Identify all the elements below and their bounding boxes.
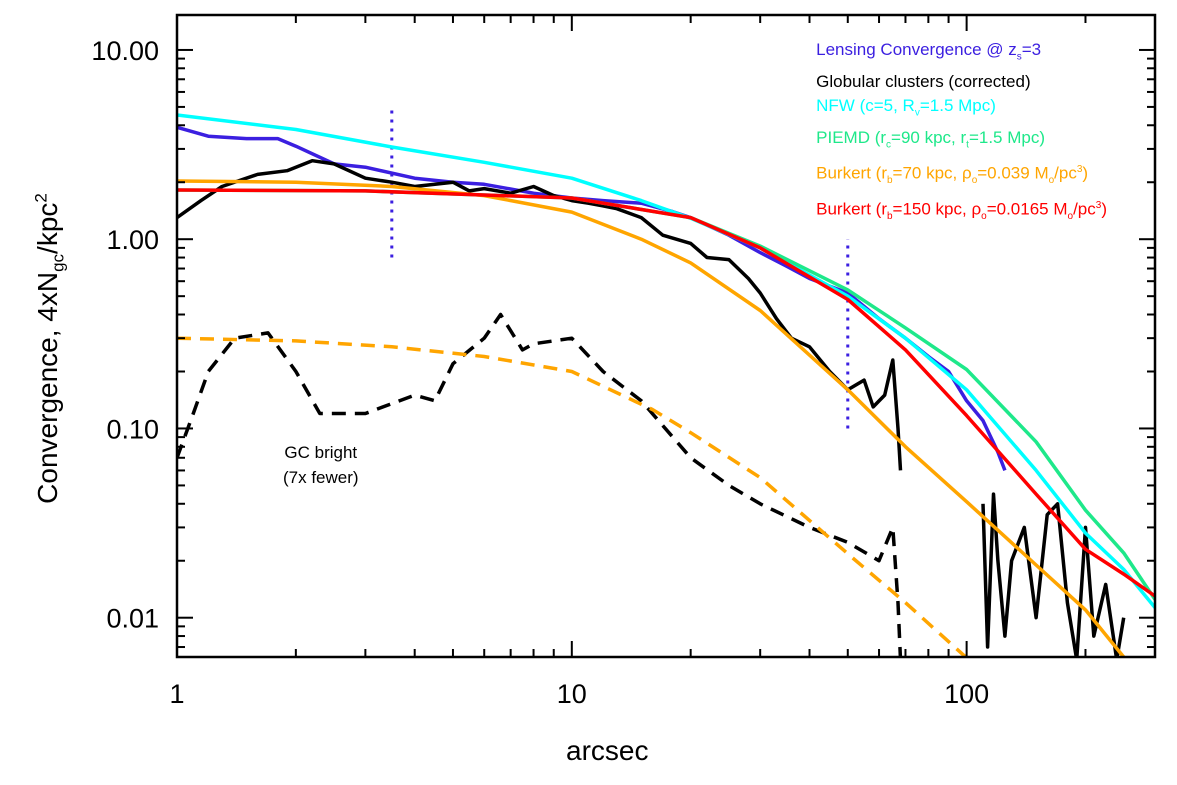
label-part: b bbox=[886, 210, 893, 222]
x-tick-label: 100 bbox=[944, 679, 989, 709]
label-part: NFW (c=5, R bbox=[816, 96, 915, 116]
legend-entry-2: NFW (c=5, Rv=1.5 Mpc) bbox=[816, 94, 1107, 126]
label-part: 2 bbox=[31, 193, 51, 203]
label-part: Burkert (r bbox=[816, 199, 887, 219]
label-part: =0.0165 M bbox=[986, 199, 1068, 219]
label-part: /kpc bbox=[31, 202, 63, 254]
label-part: 3 bbox=[1095, 199, 1102, 211]
series-line-6 bbox=[177, 312, 903, 657]
label-part: =150 kpc, ρ bbox=[892, 199, 982, 219]
label-part: o bbox=[1067, 210, 1074, 222]
label-part: o bbox=[1048, 175, 1055, 187]
legend: Lensing Convergence @ zs=3 Globular clust… bbox=[816, 38, 1107, 229]
label-part: 3 bbox=[1076, 164, 1083, 176]
annotation-gc-bright: GC bright (7x fewer) bbox=[283, 440, 359, 490]
label-part: /pc bbox=[1054, 163, 1077, 183]
x-tick-label: 1 bbox=[169, 679, 184, 709]
annotation-line-1: GC bright bbox=[284, 443, 358, 462]
label-part: =70 kpc, ρ bbox=[892, 163, 972, 183]
label-part: ) bbox=[1082, 163, 1089, 183]
label-part: =0.039 M bbox=[977, 163, 1049, 183]
label-part: s bbox=[1016, 51, 1022, 63]
y-tick-label: 10.00 bbox=[91, 36, 159, 66]
label-part: =3 bbox=[1021, 40, 1042, 59]
series-line-7 bbox=[177, 336, 969, 657]
y-axis-label: Convergence, 4xNgc/kpc2 bbox=[32, 148, 69, 548]
legend-entry-1: Globular clusters (corrected) bbox=[816, 70, 1107, 95]
label-part: =90 kpc, r bbox=[891, 128, 967, 148]
legend-entry-5: Burkert (rb=150 kpc, ρo=0.0165 Mo/pc3) bbox=[816, 194, 1107, 230]
label-part: c bbox=[886, 139, 892, 151]
y-tick-label: 1.00 bbox=[106, 225, 159, 255]
x-axis-label: arcsec bbox=[566, 735, 649, 766]
label-part: ) bbox=[1101, 199, 1107, 219]
legend-entry-0: Lensing Convergence @ zs=3 bbox=[816, 38, 1107, 70]
legend-entry-3: PIEMD (rc=90 kpc, rt=1.5 Mpc) bbox=[816, 126, 1107, 158]
y-tick-label: 0.01 bbox=[106, 604, 159, 634]
label-part: =1.5 Mpc) bbox=[968, 128, 1045, 148]
series-line-5 bbox=[177, 188, 1155, 598]
label-part: o bbox=[981, 210, 987, 222]
label-part: Globular clusters (corrected) bbox=[816, 71, 1031, 91]
label-part: PIEMD (r bbox=[816, 128, 887, 148]
label-part: b bbox=[886, 175, 893, 187]
label-part: Burkert (r bbox=[816, 163, 887, 183]
y-tick-label: 0.10 bbox=[106, 414, 159, 444]
plot-frame bbox=[175, 13, 1157, 659]
x-tick-label: 10 bbox=[557, 679, 587, 709]
label-part: /pc bbox=[1073, 199, 1096, 219]
label-part: t bbox=[966, 139, 969, 151]
label-part: =1.5 Mpc) bbox=[919, 96, 996, 116]
legend-entry-4: Burkert (rb=70 kpc, ρo=0.039 Mo/pc3) bbox=[816, 158, 1107, 194]
series-line-1-1 bbox=[981, 492, 1126, 657]
label-part: o bbox=[971, 175, 978, 187]
label-part: Convergence, 4xN bbox=[31, 271, 63, 504]
series-line-4 bbox=[177, 179, 1126, 657]
label-part: gc bbox=[48, 253, 68, 272]
annotation-line-2: (7x fewer) bbox=[283, 468, 359, 487]
label-part: Lensing Convergence @ z bbox=[816, 40, 1017, 59]
label-part: v bbox=[914, 107, 920, 119]
